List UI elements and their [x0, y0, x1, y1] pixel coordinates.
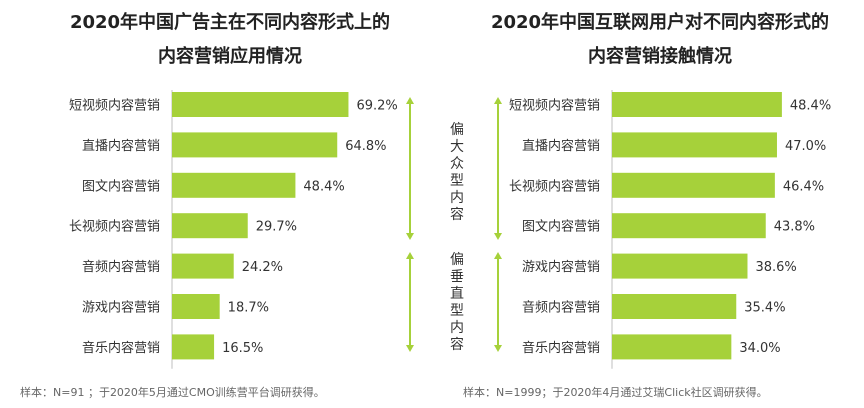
- vertical-content-arrow-head-bottom: [406, 345, 414, 352]
- mass-content-arrow-head-bottom: [406, 233, 414, 240]
- chart2-lower-arrow-head-top: [494, 252, 502, 259]
- chart1-title: 2020年中国广告主在不同内容形式上的 内容营销应用情况: [20, 6, 440, 74]
- chart1-category-label: 游戏内容营销: [82, 300, 160, 316]
- chart1-value-label: 29.7%: [256, 220, 297, 235]
- chart2-value-label: 46.4%: [783, 179, 824, 194]
- chart1-bar: [172, 172, 296, 198]
- chart2-value-label: 38.6%: [755, 260, 796, 275]
- chart2-value-label: 43.8%: [774, 220, 815, 235]
- chart2-category-label: 短视频内容营销: [509, 98, 600, 114]
- chart2-category-label: 图文内容营销: [522, 219, 600, 235]
- chart2-bar: [612, 334, 732, 360]
- chart2-value-label: 48.4%: [790, 99, 831, 114]
- chart1-value-label: 64.8%: [345, 139, 386, 154]
- chart2-lower-arrow-head-bottom: [494, 345, 502, 352]
- chart1-category-label: 短视频内容营销: [69, 98, 160, 114]
- chart2-category-label: 长视频内容营销: [509, 178, 600, 194]
- chart2-bar: [612, 253, 748, 279]
- chart2-bar: [612, 172, 775, 198]
- chart1-sample-note: 样本：N=91 ；于2020年5月通过CMO训练营平台调研获得。: [20, 386, 325, 399]
- chart2-bar: [612, 213, 766, 239]
- vertical-content-arrow-head-top: [406, 252, 414, 259]
- chart1-bar: [172, 92, 349, 117]
- chart2-value-label: 35.4%: [744, 301, 785, 316]
- chart1-bar: [172, 294, 220, 319]
- chart2-title-line-1: 2020年中国互联网用户对不同内容形式的: [490, 12, 830, 33]
- chart1-value-label: 24.2%: [242, 260, 283, 275]
- chart2-bar: [612, 294, 737, 319]
- chart1-category-label: 长视频内容营销: [69, 219, 160, 235]
- chart2-value-label: 47.0%: [785, 139, 826, 154]
- vertical-content-annotation: 偏垂直型内容: [450, 252, 464, 353]
- chart2-bar: [612, 92, 782, 117]
- mass-content-annotation: 偏大众型内容: [450, 122, 464, 223]
- chart1-value-label: 48.4%: [303, 179, 344, 194]
- chart1-bar: [172, 213, 248, 239]
- chart1-category-label: 音乐内容营销: [82, 340, 160, 356]
- chart1-bar: [172, 334, 215, 360]
- chart1-value-label: 69.2%: [356, 99, 397, 114]
- chart1-bar: [172, 132, 338, 158]
- chart2-category-label: 音乐内容营销: [522, 340, 600, 356]
- chart1-category-label: 音频内容营销: [82, 259, 160, 275]
- chart2-category-label: 直播内容营销: [522, 138, 600, 154]
- chart1-value-label: 16.5%: [222, 341, 263, 356]
- chart1-title-line-2: 内容营销应用情况: [158, 46, 302, 67]
- chart2-title: 2020年中国互联网用户对不同内容形式的 内容营销接触情况: [455, 6, 864, 74]
- mass-content-arrow-head-top: [406, 97, 414, 104]
- chart2-category-label: 音频内容营销: [522, 300, 600, 316]
- chart1-title-line-1: 2020年中国广告主在不同内容形式上的: [69, 12, 391, 33]
- chart1-value-label: 18.7%: [228, 301, 269, 316]
- chart2-bar: [612, 132, 777, 158]
- chart2-upper-arrow-head-bottom: [494, 233, 502, 240]
- chart1-bar: [172, 253, 234, 279]
- chart2-title-line-2: 内容营销接触情况: [588, 46, 732, 67]
- chart2-category-label: 游戏内容营销: [522, 259, 600, 275]
- chart1-category-label: 直播内容营销: [82, 138, 160, 154]
- chart2-value-label: 34.0%: [739, 341, 780, 356]
- chart2-sample-note: 样本：N=1999；于2020年4月通过艾瑞Click社区调研获得。: [463, 386, 768, 399]
- chart2-upper-arrow-head-top: [494, 97, 502, 104]
- chart1-category-label: 图文内容营销: [82, 178, 160, 194]
